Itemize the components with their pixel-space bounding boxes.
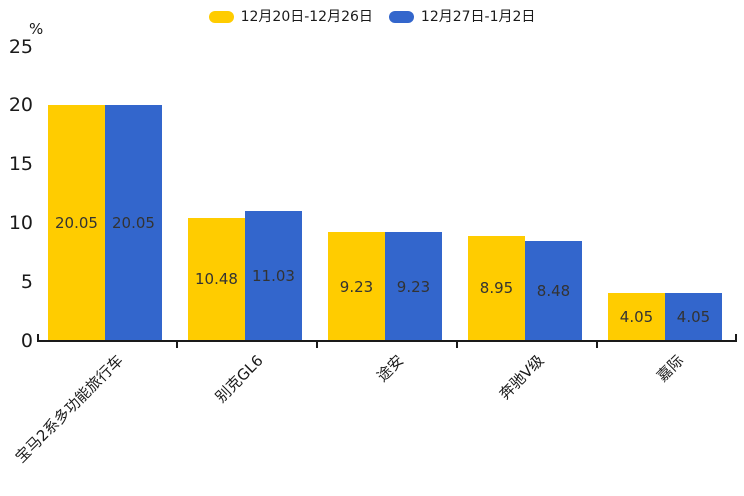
bar-value-label: 9.23 [339, 277, 374, 296]
bar-value-label: 4.05 [676, 308, 711, 327]
x-axis-tick [456, 342, 458, 348]
legend-item-series-0: 12月20日-12月26日 [208, 7, 373, 27]
bar-value-label: 20.05 [55, 214, 98, 233]
y-axis-tick-label: 0 [20, 329, 33, 352]
bar-series2: 8.48 [525, 241, 582, 341]
x-axis-endcap [735, 334, 737, 341]
bar-series1: 10.48 [188, 217, 245, 341]
bar-value-label: 9.23 [396, 277, 431, 296]
legend-swatch-icon [208, 11, 234, 23]
bar-series2: 4.05 [665, 293, 722, 341]
bar-series2: 9.23 [385, 232, 442, 341]
x-axis-category-label: 途安 [373, 351, 408, 386]
y-axis-tick-label: 5 [20, 270, 33, 293]
legend-item-series-1: 12月27日-1月2日 [388, 7, 536, 27]
x-axis-endcap [37, 334, 39, 341]
x-axis-category-label: 宝马2系多功能旅行车 [12, 351, 128, 467]
x-axis-category-label: 奔驰V级 [495, 351, 548, 404]
bar-series1: 20.05 [48, 105, 105, 341]
bar-value-label: 11.03 [252, 267, 295, 286]
x-axis-tick [316, 342, 318, 348]
legend-swatch-icon [388, 11, 414, 23]
bar-series1: 8.95 [468, 235, 525, 341]
legend-label: 12月20日-12月26日 [240, 9, 373, 25]
bar-value-label: 8.95 [479, 279, 514, 298]
y-axis-tick-label: 10 [8, 211, 33, 234]
y-axis-tick-label: 25 [8, 35, 33, 58]
legend-label: 12月27日-1月2日 [420, 9, 536, 25]
x-axis-tick [596, 342, 598, 348]
x-axis-category-label: 嘉际 [653, 351, 688, 386]
y-axis-unit-label: % [29, 20, 44, 38]
x-axis-line [37, 340, 737, 342]
bar-value-label: 4.05 [619, 308, 654, 327]
bar-value-label: 8.48 [536, 282, 571, 301]
x-axis-category-label: 别克GL6 [212, 351, 268, 407]
bar-value-label: 10.48 [195, 270, 238, 289]
bar-series2: 20.05 [105, 105, 162, 341]
bar-series2: 11.03 [245, 211, 302, 341]
y-axis-tick-label: 20 [8, 94, 33, 117]
bar-series1: 4.05 [608, 293, 665, 341]
y-axis-tick-label: 15 [8, 153, 33, 176]
bar-series1: 9.23 [328, 232, 385, 341]
chart-legend: 12月20日-12月26日 12月27日-1月2日 [0, 7, 744, 27]
x-axis-tick [176, 342, 178, 348]
bar-value-label: 20.05 [112, 214, 155, 233]
